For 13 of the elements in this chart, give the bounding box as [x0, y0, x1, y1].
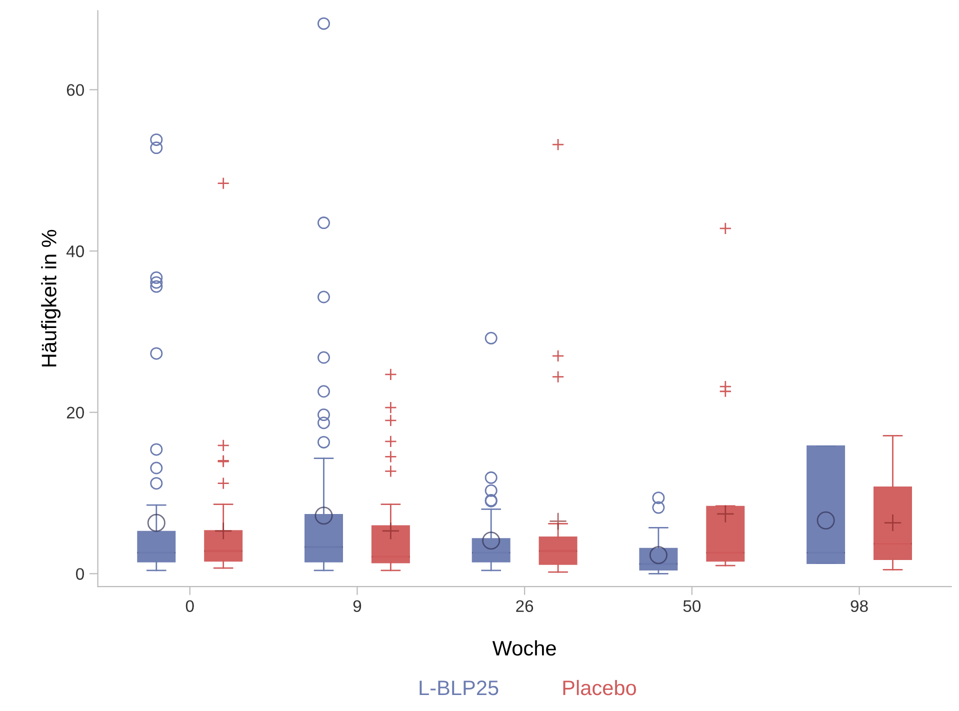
y-tick-label: 20 [66, 406, 84, 419]
y-axis-title: Häufigkeit in % [41, 230, 61, 366]
text: L-BLP25 [420, 680, 498, 696]
x-tick-label: 26 [516, 600, 534, 612]
x-tick-label: 98 [850, 600, 868, 612]
y-tick-label: 0 [76, 568, 84, 580]
x-tick-label: 0 [186, 600, 194, 612]
x-tick-label: 50 [683, 600, 701, 612]
y-tick-label: 60 [66, 84, 84, 96]
x-axis-title: Woche [492, 640, 556, 656]
y-tick-label: 40 [66, 245, 84, 258]
text: Placebo [563, 680, 636, 696]
x-tick-label: 9 [353, 600, 362, 612]
